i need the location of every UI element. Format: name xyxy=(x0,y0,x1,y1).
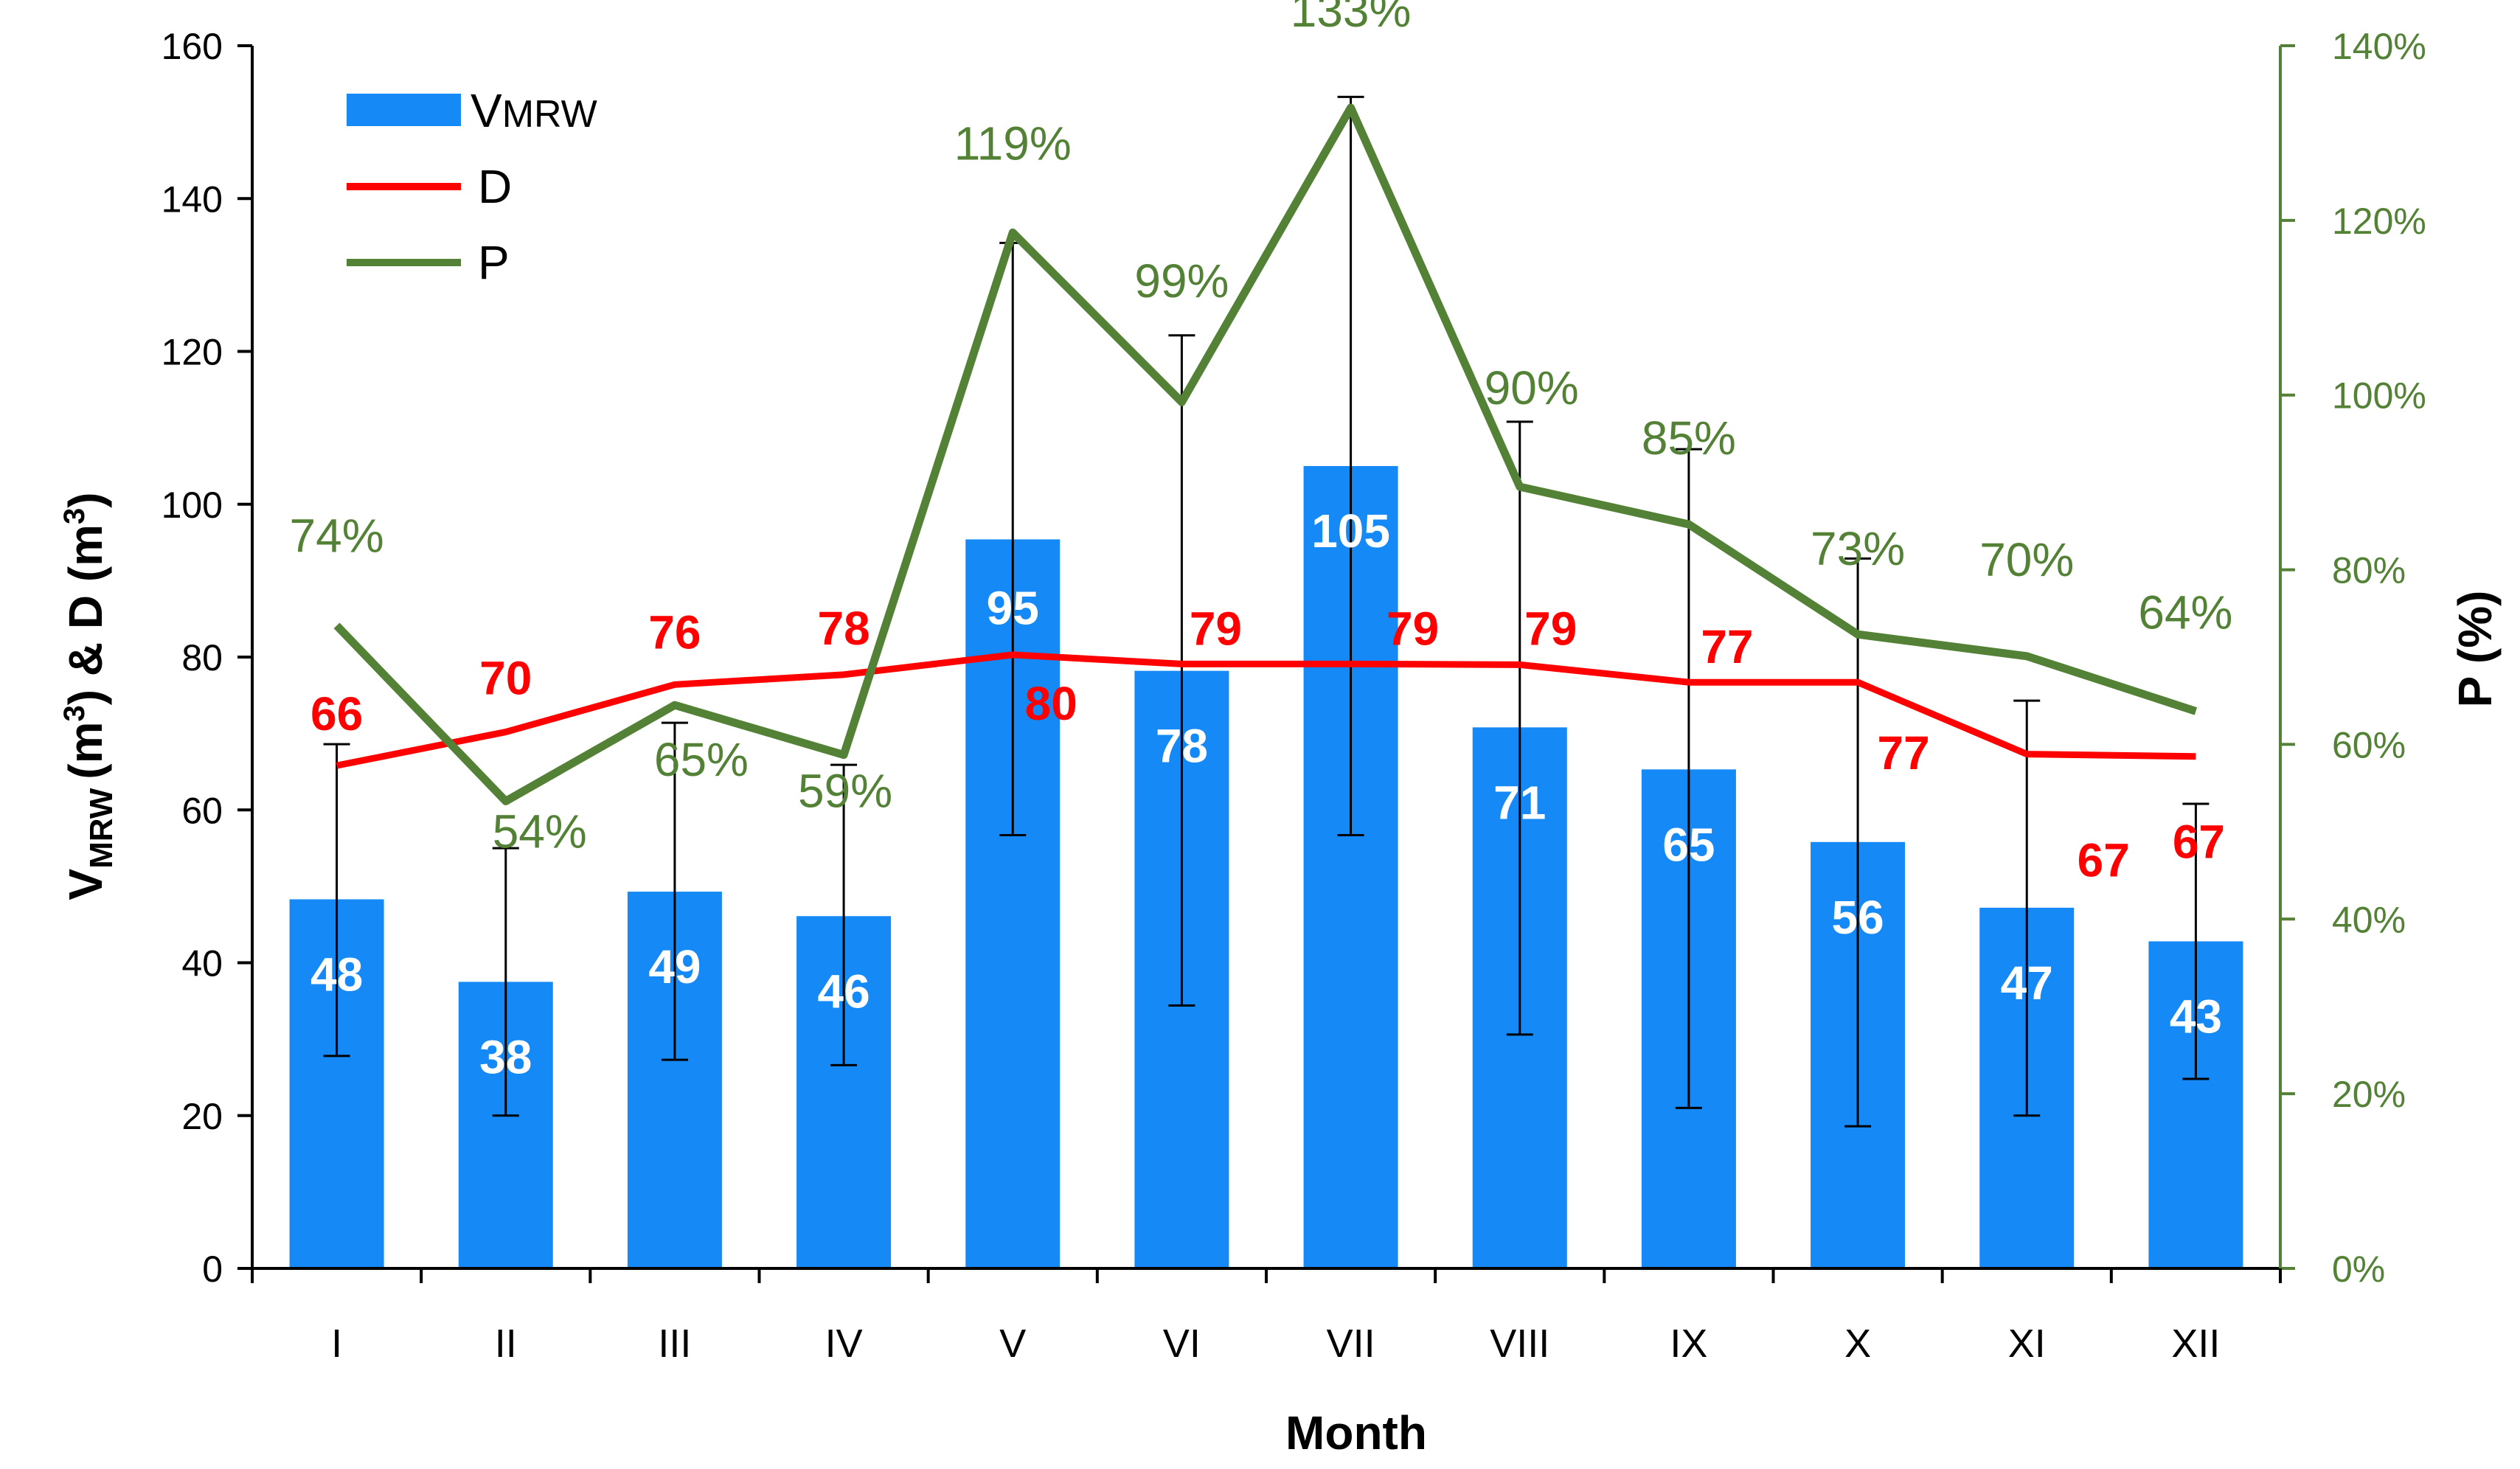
y-tick-label-20: 20 xyxy=(181,1096,223,1137)
p-label-vi: 99% xyxy=(1134,254,1229,308)
d-label-iii: 76 xyxy=(648,605,701,659)
legend-swatch-vmrw xyxy=(347,94,461,126)
d-label-iv: 78 xyxy=(817,602,869,655)
y-tick-label-80: 80 xyxy=(181,637,223,678)
d-label-viii: 79 xyxy=(1524,602,1577,655)
bar-label-ix: 65 xyxy=(1662,818,1715,871)
error-bars-layer xyxy=(323,95,2210,1128)
p-label-xii: 64% xyxy=(2138,586,2232,639)
y-tick-label-120: 120 xyxy=(162,332,223,373)
x-tick-label-iv: IV xyxy=(825,1322,863,1366)
y2-tick-label-0: 0% xyxy=(2332,1249,2385,1290)
axes-layer: 0 20 40 60 80 100 120 140 160 0% 20% 40% 60% 80% 100% 1… xyxy=(162,26,2426,1366)
x-tick-label-v: V xyxy=(999,1322,1026,1366)
y-tick-label-160: 160 xyxy=(162,26,223,67)
bar-label-vi: 78 xyxy=(1156,720,1208,773)
p-label-iv: 59% xyxy=(798,765,892,818)
bar-label-v: 95 xyxy=(987,581,1039,634)
bar-label-vii: 105 xyxy=(1311,504,1390,558)
x-tick-label-vi: VI xyxy=(1163,1322,1201,1366)
bar-label-i: 48 xyxy=(310,948,363,1001)
legend: VMRW D P xyxy=(347,84,597,289)
d-label-ix: 77 xyxy=(1701,620,1753,673)
x-tick-label-iii: III xyxy=(658,1322,691,1366)
d-label-v: 80 xyxy=(1025,677,1077,730)
bar-label-iii: 49 xyxy=(648,940,701,993)
p-label-ii: 54% xyxy=(493,805,587,858)
x-axis-title: Month xyxy=(1285,1406,1427,1459)
bar-label-xi: 47 xyxy=(2001,956,2053,1010)
y2-tick-label-120: 120% xyxy=(2332,201,2426,242)
y-axis-title-mid: ) & D (m xyxy=(59,524,112,705)
x-tick-label-i: I xyxy=(331,1322,342,1366)
legend-label-vmrw-sub: MRW xyxy=(502,93,597,136)
p-label-vii: 133% xyxy=(1291,0,1412,37)
y-axis-title-sup: 3 xyxy=(58,705,91,721)
y-tick-label-60: 60 xyxy=(181,790,223,831)
y-tick-label-140: 140 xyxy=(162,178,223,220)
p-label-v: 119% xyxy=(954,117,1072,170)
y2-tick-label-100: 100% xyxy=(2332,375,2426,417)
legend-label-d: D xyxy=(478,160,512,213)
legend-label-vmrw: VMRW xyxy=(471,84,597,137)
y-axis-title-end: ) xyxy=(59,492,112,507)
legend-label-vmrw-main: V xyxy=(471,84,502,137)
x-tick-label-x: X xyxy=(1844,1322,1871,1366)
x-tick-label-ii: II xyxy=(495,1322,517,1366)
y-tick-label-40: 40 xyxy=(181,943,223,984)
d-label-i: 66 xyxy=(310,687,363,740)
lines-layer xyxy=(333,103,2198,805)
bar-label-xii: 43 xyxy=(2170,990,2222,1043)
x-tick-label-ix: IX xyxy=(1670,1322,1707,1366)
p-label-iii: 65% xyxy=(654,733,749,786)
d-label-x: 77 xyxy=(1877,726,1929,779)
bar-label-x: 56 xyxy=(1831,891,1884,944)
x-tick-label-vii: VII xyxy=(1327,1322,1375,1366)
y2-tick-label-140: 140% xyxy=(2332,26,2426,67)
x-tick-label-xi: XI xyxy=(2008,1322,2046,1366)
p-label-viii: 90% xyxy=(1485,361,1579,414)
y-tick-label-0: 0 xyxy=(202,1249,223,1290)
y2-axis-title: P (%) xyxy=(2448,591,2502,708)
bars-layer xyxy=(289,465,2243,1268)
p-label-i: 74% xyxy=(290,509,384,562)
p-label-x: 73% xyxy=(1811,522,1905,575)
p-label-xi: 70% xyxy=(1979,533,2074,586)
bar-label-viii: 71 xyxy=(1493,776,1546,829)
line-p-series xyxy=(333,103,2198,805)
bar-label-ii: 38 xyxy=(479,1030,532,1083)
y2-tick-label-80: 80% xyxy=(2332,550,2406,591)
y2-tick-label-60: 60% xyxy=(2332,724,2406,765)
line-d-series xyxy=(336,651,2196,769)
y2-tick-label-20: 20% xyxy=(2332,1074,2406,1115)
y-axis-title: VMRW(m3) & D (m3) xyxy=(58,492,119,900)
d-label-vi: 79 xyxy=(1190,602,1242,655)
x-tick-label-xii: XII xyxy=(2171,1322,2220,1366)
y2-tick-label-40: 40% xyxy=(2332,899,2406,940)
bar-label-iv: 46 xyxy=(817,965,869,1018)
data-labels-layer: 48 38 49 46 95 78 105 71 65 56 47 43 66 70 76 78 80 79 79 7… xyxy=(290,0,2233,1083)
y-axis-title-sub: MRW xyxy=(83,788,119,869)
x-tick-label-viii: VIII xyxy=(1490,1322,1549,1366)
p-label-ix: 85% xyxy=(1642,411,1736,465)
y-axis-title-main: V xyxy=(59,869,112,900)
d-label-ii: 70 xyxy=(479,652,532,705)
d-label-xi: 67 xyxy=(2078,834,2130,887)
d-label-xii: 67 xyxy=(2173,816,2225,869)
legend-label-p: P xyxy=(478,236,510,289)
d-label-vii: 79 xyxy=(1386,602,1439,655)
y-axis-title-unit: (m xyxy=(59,722,112,779)
y-tick-label-100: 100 xyxy=(162,485,223,526)
y-axis-title-sup2: 3 xyxy=(58,508,91,524)
